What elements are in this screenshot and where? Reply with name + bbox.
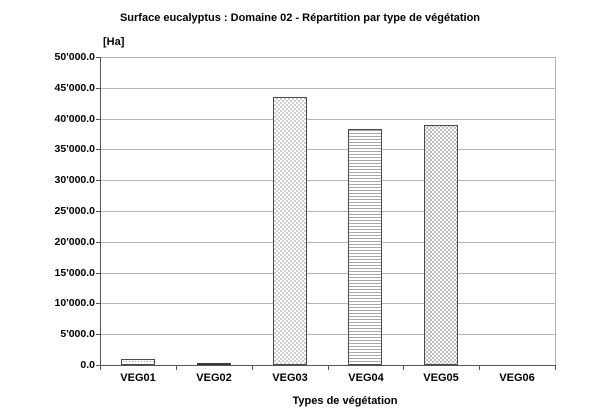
y-tick [96, 365, 100, 366]
x-category-label: VEG02 [196, 372, 232, 384]
x-tick [100, 366, 101, 370]
y-axis-line [100, 57, 101, 366]
y-axis-unit-label: [Ha] [103, 36, 125, 48]
plot-border-right [555, 57, 556, 365]
y-tick [96, 149, 100, 150]
y-tick-label: 45'000.0 [54, 82, 95, 94]
gridline [100, 273, 556, 274]
gridline [100, 303, 556, 304]
y-tick-label: 15'000.0 [54, 267, 95, 279]
y-tick [96, 57, 100, 58]
x-category-label: VEG01 [120, 372, 156, 384]
y-tick-label: 10'000.0 [54, 297, 95, 309]
y-tick [96, 303, 100, 304]
y-tick [96, 334, 100, 335]
bar-veg02 [197, 363, 231, 365]
x-tick [252, 366, 253, 370]
x-tick [403, 366, 404, 370]
x-category-label: VEG04 [348, 372, 384, 384]
x-axis-title: Types de végétation [292, 395, 398, 407]
y-tick-label: 0.0 [80, 359, 95, 371]
gridline [100, 334, 556, 335]
chart-title: Surface eucalyptus : Domaine 02 - Répart… [119, 12, 481, 24]
x-tick [328, 366, 329, 370]
x-tick [479, 366, 480, 370]
bar-veg05 [424, 125, 458, 365]
y-tick-label: 20'000.0 [54, 236, 95, 248]
y-tick [96, 211, 100, 212]
bar-veg04 [348, 129, 382, 365]
gridline [100, 57, 556, 58]
x-category-label: VEG06 [499, 372, 535, 384]
y-tick-label: 40'000.0 [54, 113, 95, 125]
y-tick-label: 5'000.0 [60, 328, 95, 340]
x-category-label: VEG03 [272, 372, 308, 384]
bar-veg03 [273, 97, 307, 365]
y-tick [96, 180, 100, 181]
gridline [100, 211, 556, 212]
gridline [100, 149, 556, 150]
y-tick [96, 88, 100, 89]
y-tick [96, 242, 100, 243]
y-tick-label: 25'000.0 [54, 205, 95, 217]
gridline [100, 180, 556, 181]
x-axis-line [100, 365, 556, 366]
gridline [100, 119, 556, 120]
gridline [100, 242, 556, 243]
bar-veg01 [121, 359, 155, 365]
y-tick-label: 30'000.0 [54, 174, 95, 186]
x-category-label: VEG05 [423, 372, 459, 384]
y-tick-label: 35'000.0 [54, 143, 95, 155]
x-tick [555, 366, 556, 370]
x-tick [176, 366, 177, 370]
gridline [100, 88, 556, 89]
y-tick [96, 273, 100, 274]
y-tick-label: 50'000.0 [54, 51, 95, 63]
y-tick [96, 119, 100, 120]
